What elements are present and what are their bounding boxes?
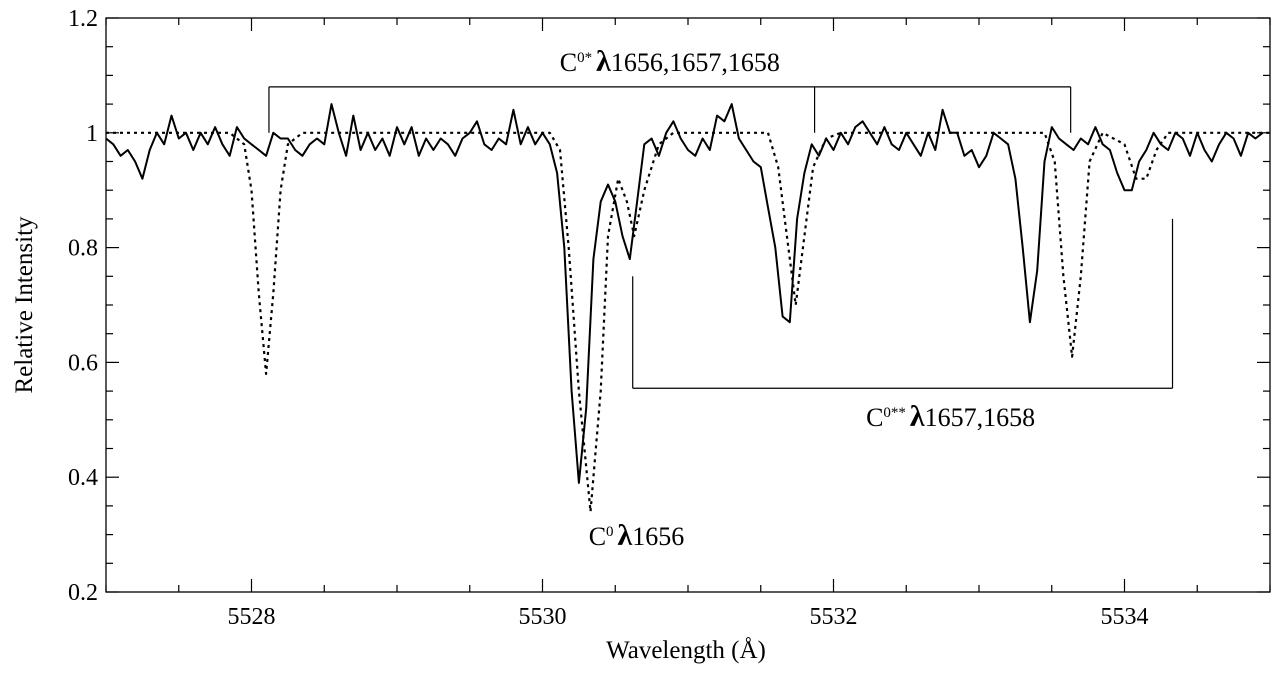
axis-ticks bbox=[105, 17, 1271, 593]
y-tick-label: 0.6 bbox=[68, 350, 98, 376]
x-tick-label: 5530 bbox=[519, 604, 567, 630]
axis-tick-labels: 5528 5530 5532 5534 0.2 0.4 0.6 0.8 1 1.2 bbox=[68, 6, 1149, 630]
x-tick-label: 5532 bbox=[810, 604, 858, 630]
y-tick-label: 1.2 bbox=[68, 6, 98, 32]
model-spectrum-line bbox=[106, 131, 1270, 513]
observed-spectrum-line bbox=[105, 103, 1264, 484]
annotations: C0* λ1656,1657,1658 C0** λ1657,1658 C0 λ1656 bbox=[268, 45, 1174, 552]
plot-frame bbox=[105, 17, 1271, 593]
annotation-label-c0dstar: C0** λ1657,1658 bbox=[866, 400, 1035, 433]
y-axis-label: Relative Intensity bbox=[11, 216, 38, 394]
x-axis-label: Wavelength (Å) bbox=[606, 637, 766, 664]
y-tick-label: 0.8 bbox=[68, 236, 98, 262]
annotation-label-c0: C0 λ1656 bbox=[589, 519, 685, 552]
y-tick-label: 0.2 bbox=[68, 580, 98, 606]
x-tick-label: 5528 bbox=[228, 604, 276, 630]
y-tick-label: 0.4 bbox=[68, 465, 98, 491]
x-tick-label: 5534 bbox=[1101, 604, 1149, 630]
y-tick-label: 1 bbox=[86, 121, 98, 147]
annotation-label-c0star: C0* λ1656,1657,1658 bbox=[560, 45, 780, 78]
series-group bbox=[105, 103, 1270, 513]
